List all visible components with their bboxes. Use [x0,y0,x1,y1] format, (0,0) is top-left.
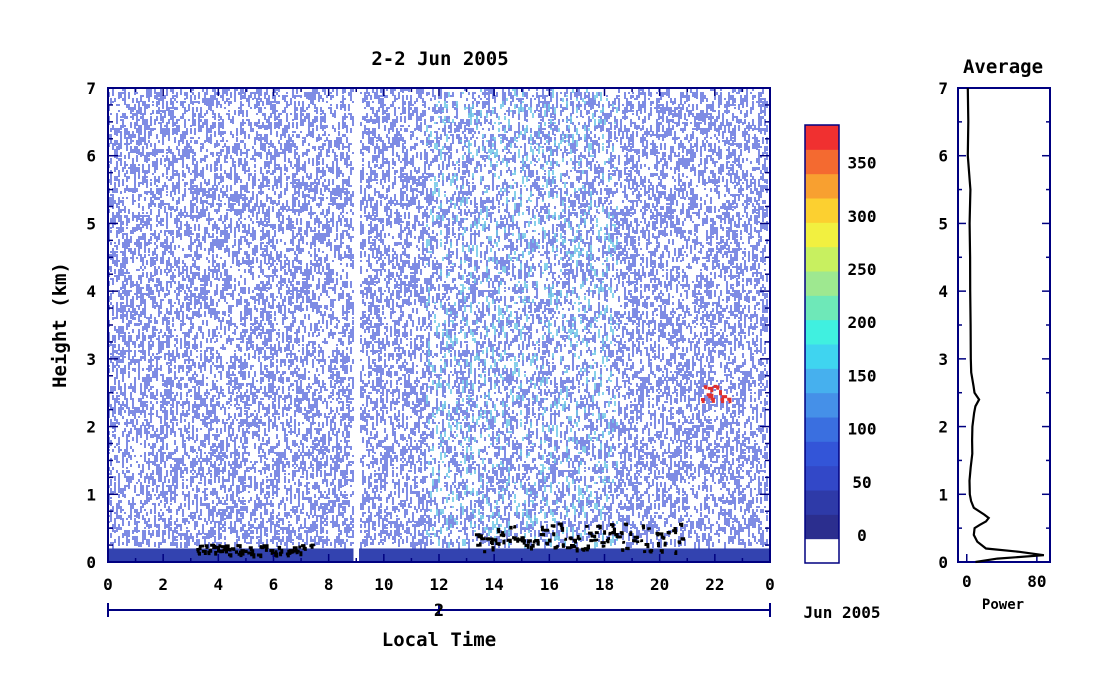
profile-y-tick-label: 2 [938,418,948,437]
cloud-feature [474,522,686,555]
y-tick-label: 4 [86,282,96,301]
colorbar-segment [805,490,839,515]
x-tick-label: 8 [324,575,334,594]
chart-title: 2-2 Jun 2005 [371,48,508,70]
profile-y-tick-labels: 0 1 2 3 4 5 6 7 [938,79,948,572]
profile-ticks [958,87,1050,563]
profile-y-tick-label: 7 [938,79,948,98]
colorbar-segment [805,198,839,223]
y-tick-label: 1 [86,485,96,504]
cloud-features [196,384,732,559]
profile-x-tick-labels: 0 80 [962,572,1047,591]
y-tick-label: 3 [86,350,96,369]
x-tick-label: 4 [214,575,224,594]
date-axis-month: Jun 2005 [803,603,880,622]
colorbar-segment [805,319,839,345]
x-tick-label: 14 [485,575,504,594]
colorbar-segment [805,344,839,369]
profile-title: Average [963,56,1043,78]
colorbar-segment [805,514,839,540]
colorbar-segment [805,271,839,296]
colorbar-tick-label: 100 [848,420,877,439]
heatmap-noise [108,89,770,562]
y-tick-label: 7 [86,79,96,98]
profile-x-tick-label: 80 [1027,572,1046,591]
colorbar-segment [805,417,839,442]
y-tick-label: 2 [86,418,96,437]
x-tick-label: 18 [595,575,614,594]
x-tick-labels: 0 2 4 6 8 10 12 14 16 18 20 22 0 [103,575,775,594]
cloud-feature [701,384,732,404]
colorbar-tick-label: 150 [848,366,877,385]
colorbar-tick-label: 350 [848,154,877,173]
x-tick-label: 0 [103,575,113,594]
profile-y-tick-label: 1 [938,485,948,504]
colorbar-tick-label: 200 [848,313,877,332]
cloud-feature [196,543,315,559]
y-tick-label: 6 [86,147,96,166]
colorbar-segment [805,173,839,199]
profile-x-tick-label: 0 [962,572,972,591]
x-tick-label: 0 [765,575,775,594]
colorbar-segment [805,149,839,175]
colorbar-segment [805,441,839,467]
profile-y-tick-label: 6 [938,147,948,166]
profile-plot-frame [957,87,1051,563]
colorbar-segment [805,222,839,248]
profile-y-tick-label: 4 [938,282,948,301]
profile-x-axis-label: Power [982,597,1024,613]
colorbar-segment [805,538,839,564]
colorbar-tick-label: 250 [848,260,877,279]
colorbar [804,124,840,564]
x-axis-label: Local Time [382,629,496,651]
y-axis-label: Height (km) [49,262,71,388]
ground-band [359,548,770,562]
x-tick-label: 2 [158,575,168,594]
colorbar-labels: 0 50 100 150 200 250 300 350 [848,154,877,545]
noise-speckle-light [426,89,618,549]
x-tick-label: 6 [269,575,279,594]
colorbar-segment [805,295,839,321]
x-tick-label: 16 [540,575,559,594]
noise-speckle [108,89,768,549]
date-axis-day: 2 [434,601,444,621]
colorbar-frame [804,124,840,564]
main-ticks [107,87,771,563]
profile-y-tick-label: 0 [938,553,948,572]
colorbar-segment [805,465,839,491]
y-tick-labels: 0 1 2 3 4 5 6 7 [86,79,96,572]
colorbar-segment [805,125,839,150]
colorbar-tick-label: 50 [852,473,871,492]
x-tick-label: 10 [374,575,393,594]
colorbar-segment [805,392,839,418]
colorbar-segment [805,246,839,272]
x-tick-label: 12 [429,575,448,594]
profile-line [966,87,1045,564]
profile-y-tick-label: 5 [938,214,948,233]
colorbar-segment [805,368,839,394]
y-tick-label: 5 [86,214,96,233]
x-tick-label: 22 [705,575,724,594]
y-tick-label: 0 [86,553,96,572]
colorbar-tick-label: 0 [857,526,867,545]
profile-y-tick-label: 3 [938,350,948,369]
x-tick-label: 20 [650,575,669,594]
colorbar-tick-label: 300 [848,207,877,226]
